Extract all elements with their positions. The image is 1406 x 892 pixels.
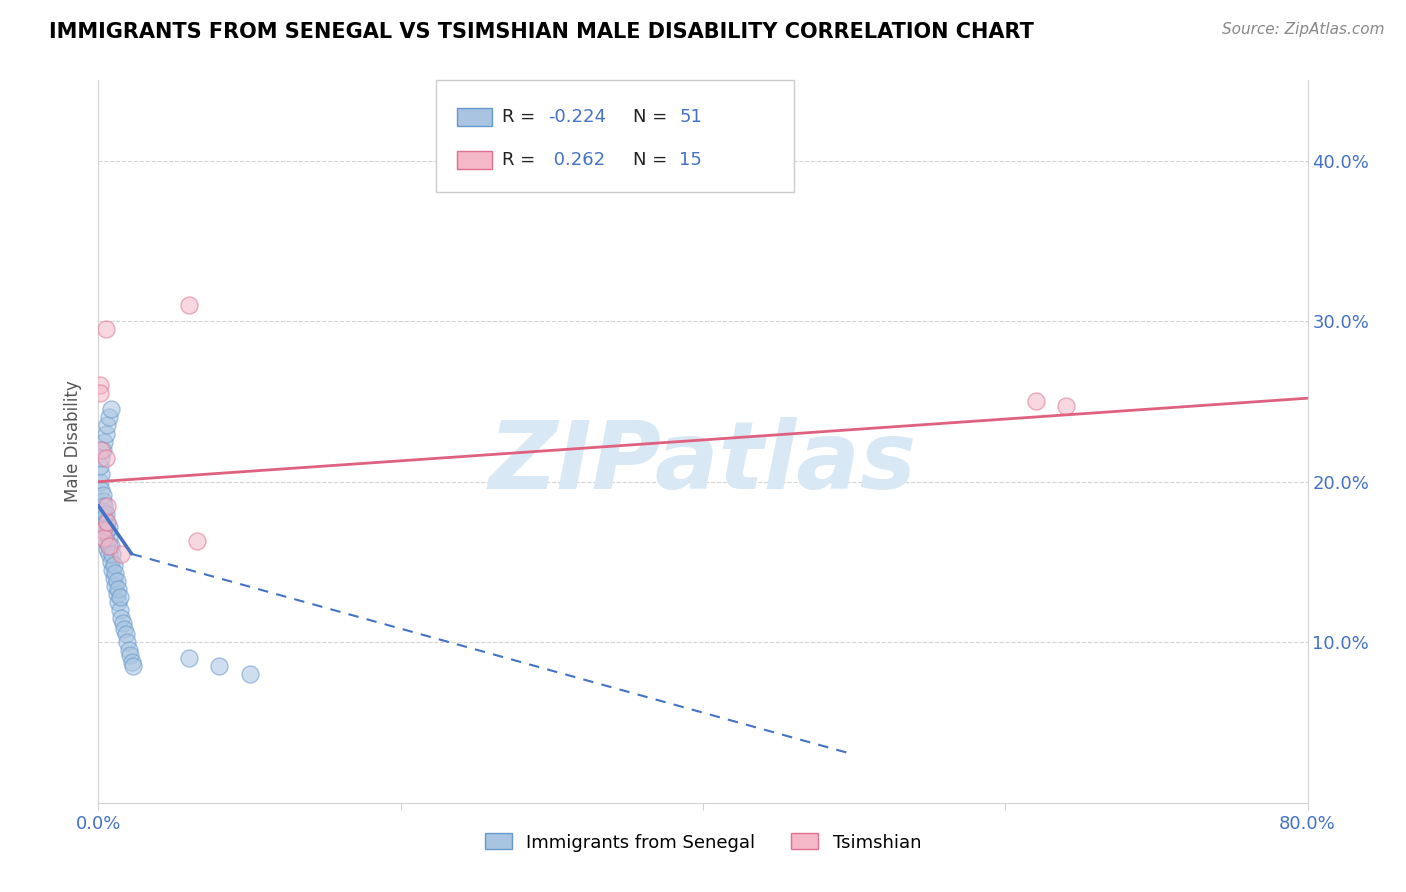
Point (96, 515, 118, 529)
Point (90, 450, 112, 465)
Point (91, 442, 114, 457)
Point (101, 563, 124, 577)
Point (98, 519, 121, 533)
Point (111, 615, 134, 630)
Point (186, 534, 208, 549)
Point (94, 526, 117, 541)
Point (100, 402, 122, 417)
Point (89, 458, 111, 473)
Point (91, 503, 114, 517)
Point (93, 434, 115, 449)
Point (179, 298, 201, 312)
Text: 51: 51 (679, 108, 702, 126)
Point (103, 558, 125, 573)
Point (107, 595, 129, 609)
Text: R =: R = (502, 108, 541, 126)
Y-axis label: Male Disability: Male Disability (65, 381, 83, 502)
Point (89, 386, 111, 401)
Point (114, 627, 136, 641)
Point (208, 659, 231, 673)
Point (94, 450, 117, 465)
Point (94, 515, 117, 529)
Point (101, 547, 124, 561)
Point (118, 643, 141, 657)
Point (105, 574, 128, 589)
Point (115, 635, 138, 649)
Text: N =: N = (633, 151, 672, 169)
Point (110, 547, 132, 561)
Point (94, 322, 117, 336)
Text: Source: ZipAtlas.com: Source: ZipAtlas.com (1222, 22, 1385, 37)
Point (100, 555, 122, 569)
Point (89, 378, 111, 392)
Text: N =: N = (633, 108, 672, 126)
Point (90, 442, 112, 457)
Point (91, 487, 114, 501)
Point (90, 467, 112, 481)
Point (105, 587, 128, 601)
Point (91, 523, 114, 537)
Point (103, 571, 125, 585)
Point (104, 579, 127, 593)
Point (96, 418, 118, 433)
Text: R =: R = (502, 151, 541, 169)
Point (96, 542, 118, 557)
Point (108, 591, 131, 605)
Point (98, 539, 121, 553)
Point (112, 623, 135, 637)
Point (96, 535, 118, 549)
Point (104, 566, 127, 581)
Point (108, 603, 131, 617)
Point (121, 655, 143, 669)
Point (100, 539, 122, 553)
Point (91, 494, 114, 508)
Point (1054, 399, 1077, 413)
Point (122, 659, 145, 673)
Point (90, 483, 112, 497)
Point (110, 611, 132, 625)
Text: IMMIGRANTS FROM SENEGAL VS TSIMSHIAN MALE DISABILITY CORRELATION CHART: IMMIGRANTS FROM SENEGAL VS TSIMSHIAN MAL… (49, 22, 1033, 42)
Point (1024, 394, 1046, 409)
Point (98, 531, 121, 545)
Point (120, 648, 142, 662)
Point (94, 507, 117, 521)
Point (93, 510, 115, 524)
Text: -0.224: -0.224 (548, 108, 606, 126)
Legend: Immigrants from Senegal, Tsimshian: Immigrants from Senegal, Tsimshian (478, 826, 928, 859)
Text: 15: 15 (679, 151, 702, 169)
Point (89, 475, 111, 489)
Point (96, 523, 118, 537)
Point (179, 651, 201, 665)
Point (98, 547, 121, 561)
Point (107, 582, 129, 597)
Point (239, 667, 262, 681)
Point (94, 426, 117, 441)
Point (96, 499, 118, 513)
Point (93, 499, 115, 513)
Text: 0.262: 0.262 (548, 151, 606, 169)
Point (93, 531, 115, 545)
Text: ZIPatlas: ZIPatlas (489, 417, 917, 509)
Point (98, 410, 121, 425)
